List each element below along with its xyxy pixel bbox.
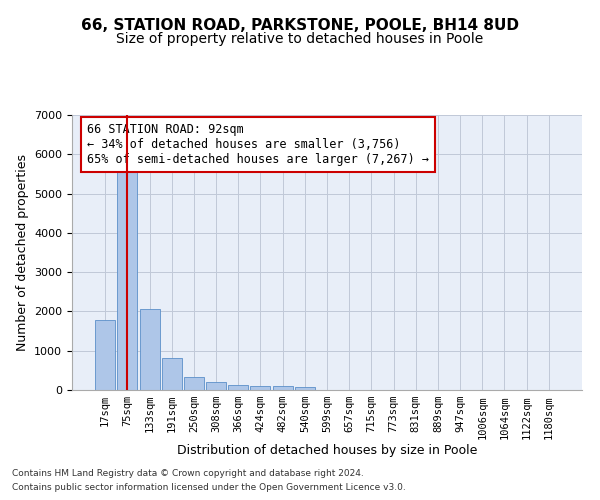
Text: 66 STATION ROAD: 92sqm
← 34% of detached houses are smaller (3,756)
65% of semi-: 66 STATION ROAD: 92sqm ← 34% of detached… [88, 123, 430, 166]
Bar [140, 309, 160, 390]
Bar [206, 382, 226, 390]
Bar [118, 163, 137, 390]
Bar [295, 387, 315, 390]
Bar [184, 376, 204, 390]
Bar [95, 320, 115, 390]
Text: Size of property relative to detached houses in Poole: Size of property relative to detached ho… [116, 32, 484, 46]
Bar [162, 358, 182, 390]
Text: Contains HM Land Registry data © Crown copyright and database right 2024.: Contains HM Land Registry data © Crown c… [12, 468, 364, 477]
Bar [228, 386, 248, 390]
X-axis label: Distribution of detached houses by size in Poole: Distribution of detached houses by size … [177, 444, 477, 457]
Text: Contains public sector information licensed under the Open Government Licence v3: Contains public sector information licen… [12, 484, 406, 492]
Y-axis label: Number of detached properties: Number of detached properties [16, 154, 29, 351]
Bar [250, 386, 271, 390]
Text: 66, STATION ROAD, PARKSTONE, POOLE, BH14 8UD: 66, STATION ROAD, PARKSTONE, POOLE, BH14… [81, 18, 519, 32]
Bar [272, 386, 293, 390]
